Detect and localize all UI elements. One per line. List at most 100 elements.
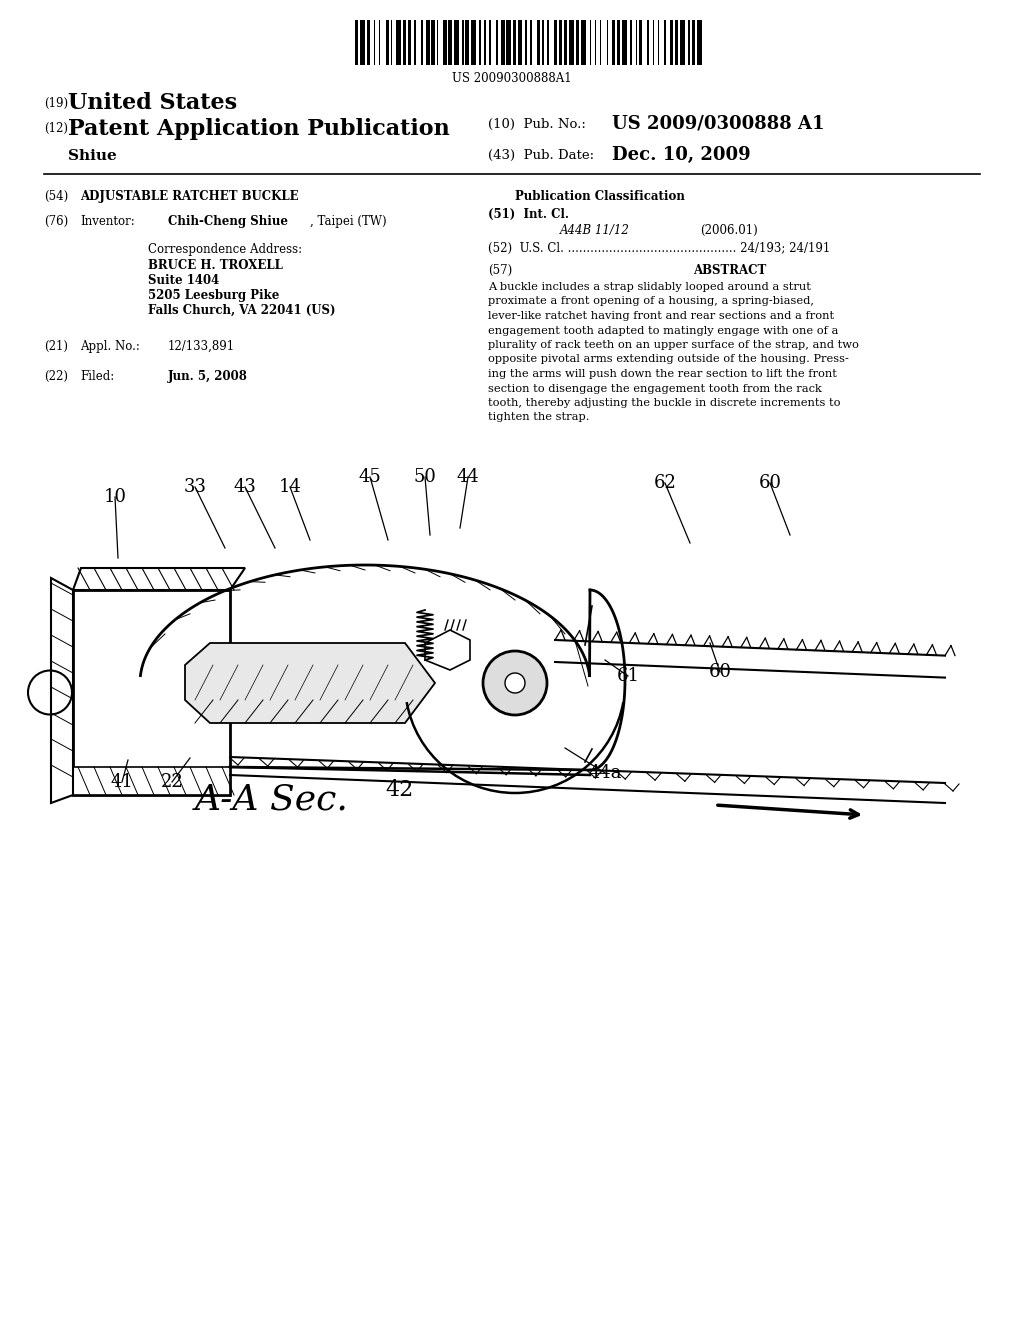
Bar	[462, 20, 464, 65]
Bar	[569, 20, 574, 65]
Text: (43)  Pub. Date:: (43) Pub. Date:	[488, 149, 594, 162]
Bar	[436, 20, 438, 65]
Text: 50: 50	[414, 469, 436, 486]
Text: 12/133,891: 12/133,891	[168, 341, 236, 352]
Text: plurality of rack teeth on an upper surface of the strap, and two: plurality of rack teeth on an upper surf…	[488, 341, 859, 350]
Polygon shape	[425, 630, 470, 671]
Text: 62: 62	[653, 474, 677, 492]
Text: , Taipei (TW): , Taipei (TW)	[310, 215, 387, 228]
Text: Inventor:: Inventor:	[80, 215, 135, 228]
Text: lever-like ratchet having front and rear sections and a front: lever-like ratchet having front and rear…	[488, 312, 835, 321]
Bar	[471, 20, 476, 65]
Text: Falls Church, VA 22041 (US): Falls Church, VA 22041 (US)	[148, 304, 336, 317]
Bar	[616, 20, 621, 65]
Text: 41: 41	[111, 774, 133, 791]
Bar	[443, 20, 446, 65]
Bar	[606, 20, 608, 65]
Text: (19): (19)	[44, 96, 69, 110]
Bar	[391, 20, 392, 65]
Bar	[688, 20, 690, 65]
Text: 60: 60	[759, 474, 781, 492]
Text: Appl. No.:: Appl. No.:	[80, 341, 140, 352]
Bar	[386, 20, 389, 65]
Bar	[525, 20, 526, 65]
Bar	[506, 20, 511, 65]
Text: (12): (12)	[44, 121, 68, 135]
Bar	[537, 20, 541, 65]
Text: 45: 45	[358, 469, 381, 486]
Text: section to disengage the engagement tooth from the rack: section to disengage the engagement toot…	[488, 384, 821, 393]
Bar	[374, 20, 376, 65]
Text: Suite 1404: Suite 1404	[148, 275, 219, 286]
Text: 44a: 44a	[588, 764, 622, 781]
Bar	[431, 20, 435, 65]
Bar	[554, 20, 557, 65]
Bar	[530, 20, 531, 65]
Text: (51)  Int. Cl.: (51) Int. Cl.	[488, 209, 569, 220]
Text: 60: 60	[709, 663, 731, 681]
Text: (21): (21)	[44, 341, 68, 352]
Bar	[675, 20, 678, 65]
Text: (54): (54)	[44, 190, 69, 203]
Text: Correspondence Address:: Correspondence Address:	[148, 243, 302, 256]
Text: (76): (76)	[44, 215, 69, 228]
Bar	[595, 20, 596, 65]
Text: Chih-Cheng Shiue: Chih-Cheng Shiue	[168, 215, 288, 228]
Bar	[466, 20, 469, 65]
Bar	[367, 20, 371, 65]
Bar	[691, 20, 695, 65]
Text: Dec. 10, 2009: Dec. 10, 2009	[612, 147, 751, 164]
Text: (52)  U.S. Cl. ............................................. 24/193; 24/191: (52) U.S. Cl. ..........................…	[488, 242, 830, 255]
Polygon shape	[73, 568, 245, 590]
Bar	[454, 20, 459, 65]
Bar	[547, 20, 549, 65]
Text: (57): (57)	[488, 264, 512, 277]
Bar	[355, 20, 358, 65]
Polygon shape	[185, 643, 435, 723]
Text: (22): (22)	[44, 370, 68, 383]
Bar	[360, 20, 366, 65]
Bar	[479, 20, 481, 65]
Circle shape	[483, 651, 547, 715]
Bar	[513, 20, 516, 65]
Bar	[421, 20, 423, 65]
Text: 22: 22	[161, 774, 183, 791]
Polygon shape	[73, 767, 230, 795]
Text: 61: 61	[616, 667, 640, 685]
Bar	[639, 20, 642, 65]
Text: proximate a front opening of a housing, a spring-biased,: proximate a front opening of a housing, …	[488, 297, 814, 306]
Text: BRUCE H. TROXELL: BRUCE H. TROXELL	[148, 259, 283, 272]
Bar	[408, 20, 411, 65]
Text: Jun. 5, 2008: Jun. 5, 2008	[168, 370, 248, 383]
Text: A buckle includes a strap slidably looped around a strut: A buckle includes a strap slidably loope…	[488, 282, 811, 292]
Bar	[670, 20, 673, 65]
Bar	[696, 20, 701, 65]
Bar	[449, 20, 452, 65]
Text: 14: 14	[279, 478, 301, 496]
Text: ing the arms will push down the rear section to lift the front: ing the arms will push down the rear sec…	[488, 370, 837, 379]
Text: 43: 43	[233, 478, 256, 496]
Bar	[489, 20, 490, 65]
Text: tighten the strap.: tighten the strap.	[488, 412, 590, 422]
Bar	[542, 20, 544, 65]
Bar	[559, 20, 562, 65]
Text: opposite pivotal arms extending outside of the housing. Press-: opposite pivotal arms extending outside …	[488, 355, 849, 364]
Text: 5205 Leesburg Pike: 5205 Leesburg Pike	[148, 289, 280, 302]
Bar	[680, 20, 685, 65]
Text: US 20090300888A1: US 20090300888A1	[453, 73, 571, 84]
Bar	[402, 20, 406, 65]
Bar	[636, 20, 637, 65]
Bar	[518, 20, 521, 65]
Bar	[496, 20, 498, 65]
Text: 33: 33	[183, 478, 207, 496]
Bar	[652, 20, 654, 65]
Text: tooth, thereby adjusting the buckle in discrete increments to: tooth, thereby adjusting the buckle in d…	[488, 399, 841, 408]
Text: Shiue: Shiue	[68, 149, 117, 162]
Text: Filed:: Filed:	[80, 370, 115, 383]
Bar	[501, 20, 505, 65]
Bar	[564, 20, 567, 65]
Bar	[665, 20, 666, 65]
Text: A-A Sec.: A-A Sec.	[195, 783, 349, 817]
Text: engagement tooth adapted to matingly engage with one of a: engagement tooth adapted to matingly eng…	[488, 326, 839, 335]
Bar	[611, 20, 615, 65]
